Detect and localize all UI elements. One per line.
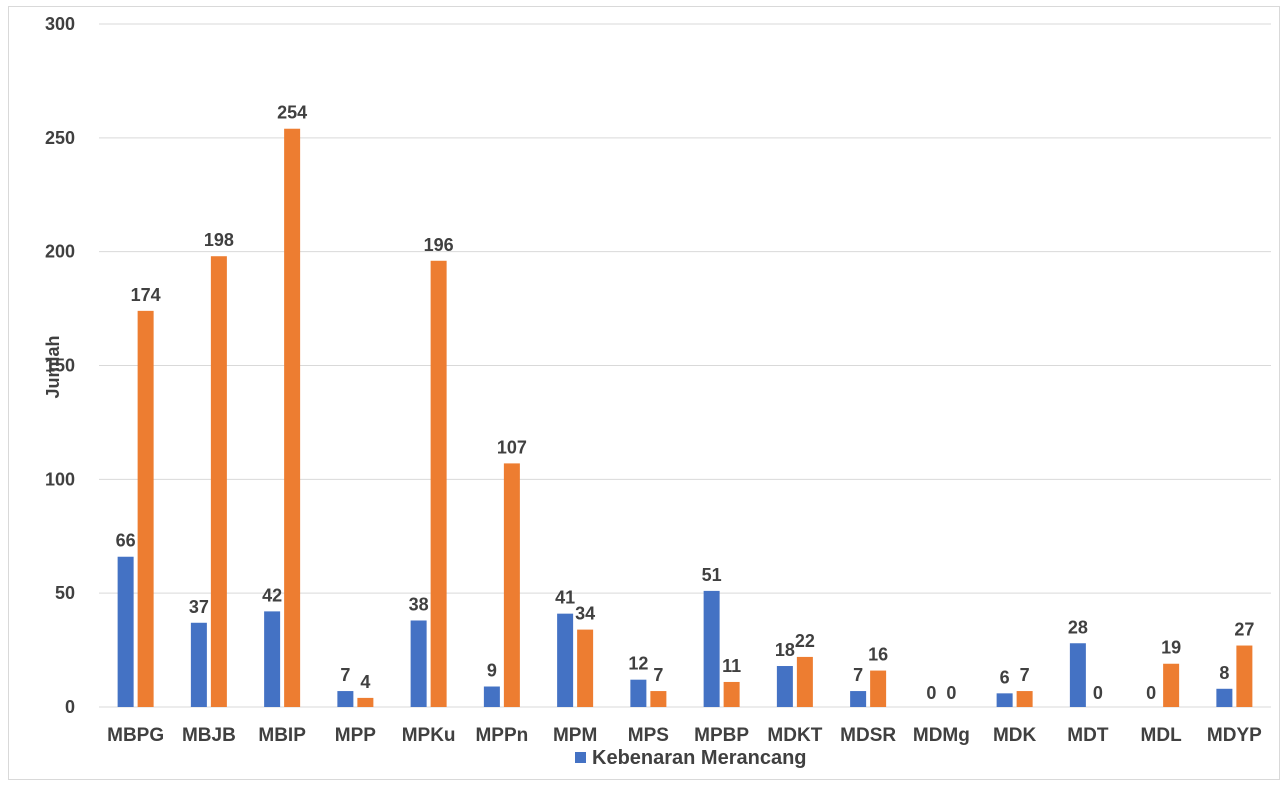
bar-series-1	[190, 622, 207, 707]
y-tick-label: 150	[45, 356, 75, 376]
x-category-label: MPKu	[402, 725, 456, 746]
bar-series-1	[1069, 643, 1086, 707]
bar-series-2	[650, 691, 667, 707]
legend: Kebenaran Merancang	[575, 747, 807, 769]
legend-label: Kebenaran Merancang	[592, 747, 807, 769]
data-label: 7	[853, 665, 863, 685]
bar-series-2	[1016, 691, 1033, 707]
x-category-label: MDMg	[913, 725, 970, 746]
data-label: 8	[1219, 663, 1229, 683]
data-label: 7	[653, 665, 663, 685]
data-label: 174	[131, 285, 161, 305]
data-label: 18	[775, 640, 795, 660]
bar-series-1	[264, 611, 281, 707]
bar-series-2	[357, 697, 374, 707]
data-label: 4	[360, 672, 370, 692]
y-tick-label: 0	[65, 697, 75, 717]
data-label: 254	[277, 103, 307, 123]
bar-series-1	[117, 556, 134, 707]
bar-series-1	[557, 613, 574, 707]
x-category-label: MBJB	[182, 725, 236, 746]
chart-frame: 0 50 100 150 200 250 300 66 174 37 198 42 254 7 4 38 19…	[8, 6, 1280, 780]
x-category-label: MDSR	[840, 725, 896, 746]
bar-series-2	[723, 681, 740, 707]
bar-series-2	[503, 463, 520, 707]
data-label: 7	[1020, 665, 1030, 685]
x-category-label: MDL	[1141, 725, 1183, 746]
x-category-label: MPS	[628, 725, 669, 746]
y-tick-label: 100	[45, 469, 75, 489]
bar-series-2	[796, 656, 813, 707]
data-label: 198	[204, 230, 234, 250]
y-axis-ticks: 0 50 100 150 200 250 300	[45, 14, 75, 717]
data-label: 51	[702, 565, 722, 585]
data-label: 66	[116, 531, 136, 551]
x-axis-categories: MBPG MBJB MBIP MPP MPKu MPPn MPM MPS MPBP MDKT MDS…	[107, 725, 1262, 746]
bar-series-2	[430, 260, 447, 707]
bar-series-1	[410, 620, 427, 707]
bar-series-2	[870, 670, 887, 707]
data-label: 0	[946, 683, 956, 703]
data-label: 16	[868, 645, 888, 665]
data-label: 42	[262, 585, 282, 605]
data-label: 38	[409, 594, 429, 614]
x-category-label: MPBP	[694, 725, 749, 746]
x-category-label: MDT	[1067, 725, 1109, 746]
data-label: 41	[555, 588, 575, 608]
y-tick-label: 250	[45, 128, 75, 148]
legend-swatch	[575, 752, 586, 763]
data-label: 12	[628, 654, 648, 674]
bars	[117, 128, 1253, 707]
data-label: 7	[340, 665, 350, 685]
bar-series-1	[850, 691, 867, 707]
x-category-label: MPPn	[475, 725, 528, 746]
x-category-label: MBIP	[258, 725, 306, 746]
data-label: 196	[424, 235, 454, 255]
data-label: 107	[497, 437, 527, 457]
data-label: 11	[722, 656, 741, 676]
bar-series-2	[210, 256, 227, 707]
data-label: 9	[487, 661, 497, 681]
bar-series-2	[137, 310, 154, 707]
bar-series-1	[483, 686, 500, 707]
bar-series-1	[703, 590, 720, 707]
data-label: 6	[1000, 667, 1010, 687]
y-tick-label: 50	[55, 583, 75, 603]
x-category-label: MPM	[553, 725, 597, 746]
data-label: 37	[189, 597, 209, 617]
data-label: 19	[1161, 638, 1181, 658]
data-label: 34	[575, 604, 595, 624]
x-category-label: MDYP	[1207, 725, 1262, 746]
y-axis-title: Jumlah	[43, 335, 63, 398]
data-label: 0	[1093, 683, 1103, 703]
data-label: 28	[1068, 617, 1088, 637]
y-tick-label: 300	[45, 14, 75, 34]
x-category-label: MBPG	[107, 725, 164, 746]
bar-series-1	[996, 693, 1013, 707]
data-label: 27	[1234, 620, 1254, 640]
data-label: 0	[1146, 683, 1156, 703]
bar-series-1	[630, 679, 647, 707]
bar-series-1	[776, 666, 793, 707]
bar-series-2	[1236, 645, 1253, 707]
bar-series-1	[337, 691, 354, 707]
bar-series-1	[1216, 688, 1233, 707]
data-label: 22	[795, 631, 815, 651]
x-category-label: MDK	[993, 725, 1037, 746]
bar-series-2	[1163, 663, 1180, 707]
data-label: 0	[926, 683, 936, 703]
x-category-label: MPP	[335, 725, 377, 746]
x-category-label: MDKT	[767, 725, 822, 746]
bar-series-2	[284, 128, 301, 707]
bar-series-2	[577, 629, 594, 707]
y-tick-label: 200	[45, 242, 75, 262]
